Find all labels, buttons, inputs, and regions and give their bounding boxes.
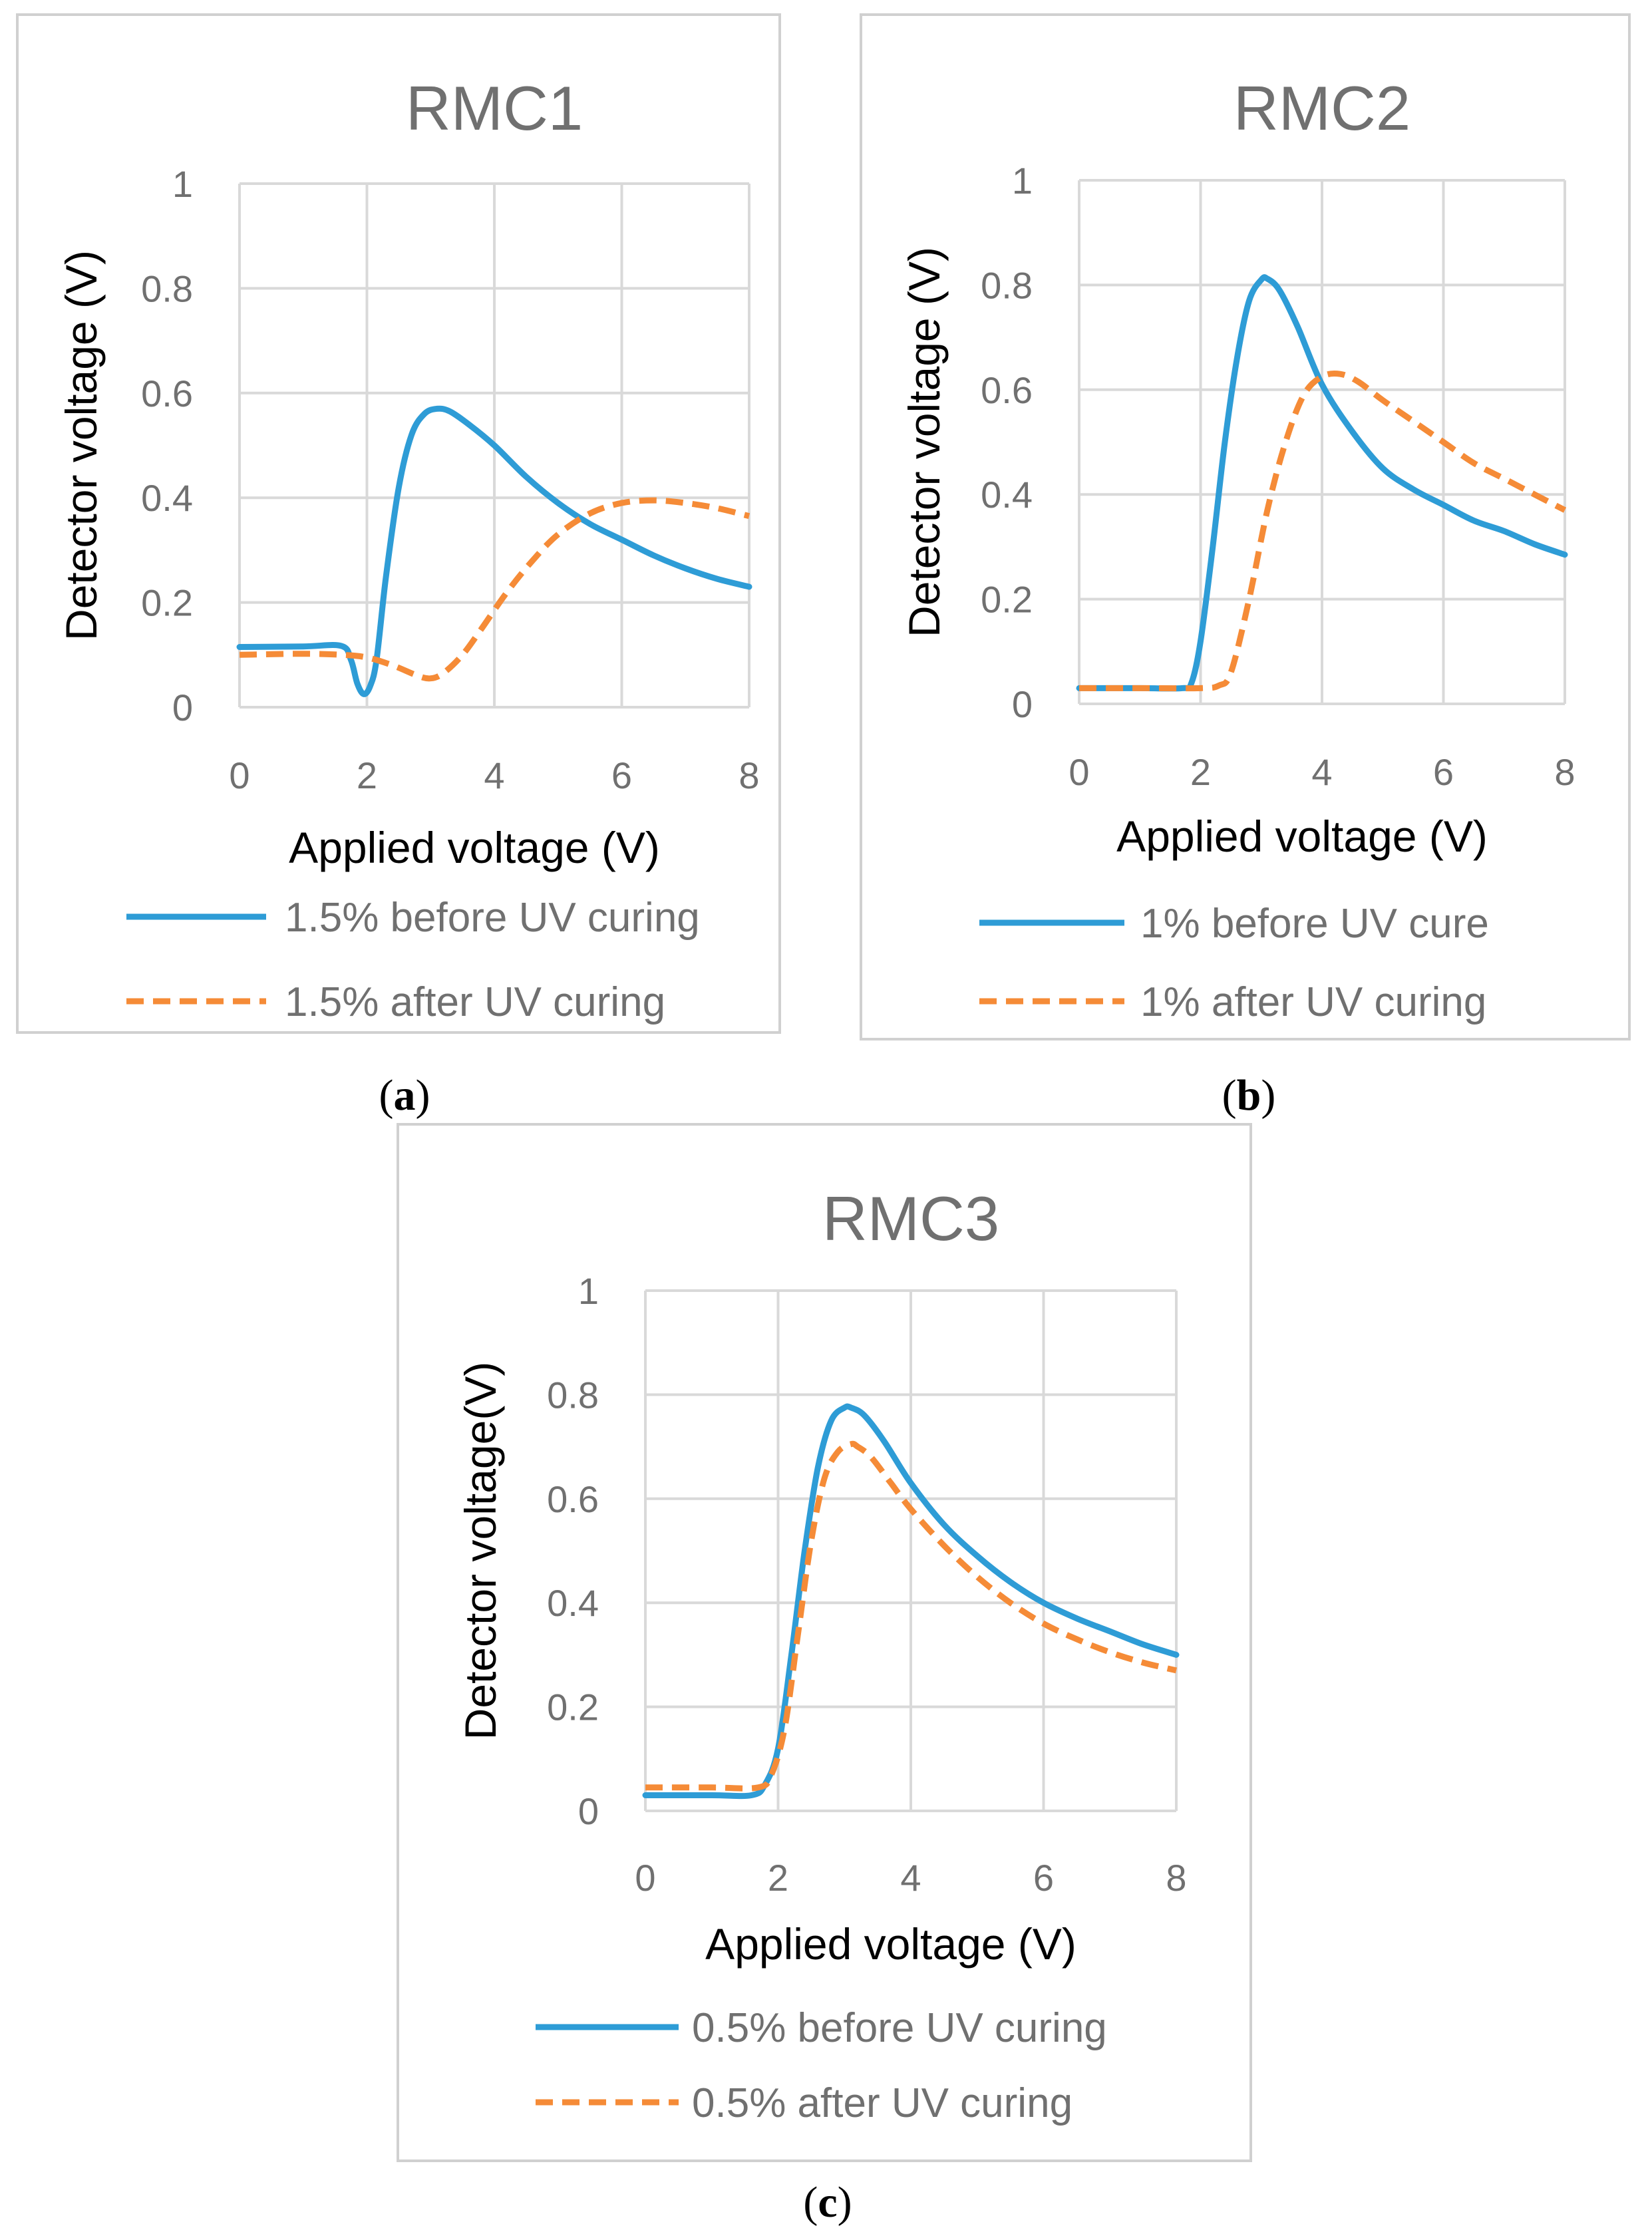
y-axis-label: Detector voltage (V)	[57, 250, 106, 641]
x-tick-label: 2	[1190, 751, 1211, 793]
legend-label: 1.5% before UV curing	[285, 895, 700, 941]
y-tick-label: 0	[172, 687, 193, 728]
x-axis-label: Applied voltage (V)	[1116, 812, 1488, 861]
y-tick-label: 0.2	[141, 582, 193, 624]
y-tick-label: 0.8	[141, 267, 193, 309]
x-tick-label: 0	[635, 1857, 655, 1899]
panel-letter: b	[1237, 1071, 1261, 1120]
panel-letter: a	[394, 1071, 416, 1120]
y-tick-label: 0.8	[547, 1374, 599, 1416]
y-tick-label: 0.6	[141, 373, 193, 414]
x-tick-label: 2	[357, 754, 377, 796]
x-tick-label: 6	[611, 754, 632, 796]
panel-label: (c)	[803, 2178, 852, 2227]
chart-c: RMC3 0 0.2 0.4 0.6 0.8 1 0 2 4 6 8 Applied voltage (…	[397, 1123, 1252, 2227]
x-tick-label: 0	[1069, 751, 1089, 793]
x-tick-label: 6	[1033, 1857, 1054, 1899]
series-line-after	[239, 497, 750, 682]
y-tick-label: 0.8	[981, 264, 1033, 306]
x-tick-label: 4	[900, 1857, 921, 1899]
x-tick-label: 4	[484, 754, 504, 796]
y-tick-label: 0.4	[981, 474, 1033, 516]
x-axis-label: Applied voltage (V)	[289, 823, 660, 872]
y-tick-label: 0.4	[141, 477, 193, 519]
y-tick-label: 0.6	[981, 369, 1033, 411]
series-line-before	[236, 405, 752, 697]
series-line-after	[1078, 370, 1567, 692]
y-tick-label: 0	[1012, 683, 1033, 725]
panel-letter: c	[818, 2178, 837, 2227]
x-tick-label: 8	[1554, 751, 1575, 793]
chart-title: RMC2	[1234, 73, 1410, 143]
y-axis-label: Detector voltage (V)	[900, 247, 949, 637]
chart-b: RMC2 0 0.2 0.4 0.6 0.8 1 0 2 4 6 8 Applied voltage (…	[860, 13, 1631, 1120]
legend-label: 1% before UV cure	[1140, 901, 1489, 947]
y-tick-label: 0.2	[547, 1686, 599, 1728]
chart-frame	[16, 13, 781, 1034]
y-tick-label: 1	[578, 1270, 599, 1312]
x-tick-label: 0	[229, 754, 249, 796]
x-tick-label: 6	[1433, 751, 1454, 793]
y-tick-label: 0	[578, 1790, 599, 1832]
chart-frame	[860, 13, 1631, 1040]
legend-label: 1% after UV curing	[1140, 979, 1486, 1025]
y-tick-label: 0.4	[547, 1582, 599, 1624]
x-tick-label: 2	[768, 1857, 788, 1899]
series-line-after	[645, 1440, 1178, 1792]
chart-frame	[397, 1123, 1252, 2162]
panel-label: (a)	[379, 1071, 430, 1120]
x-tick-label: 4	[1311, 751, 1332, 793]
legend-label: 0.5% after UV curing	[692, 2080, 1073, 2126]
y-axis-label: Detector voltage(V)	[456, 1362, 505, 1740]
chart-a: RMC1 0 0.2 0.4 0.6 0.8 1 0 2 4 6 8 Applied voltage (…	[16, 13, 781, 1120]
chart-title: RMC1	[406, 73, 583, 143]
x-axis-label: Applied voltage (V)	[705, 1919, 1076, 1969]
chart-title: RMC3	[822, 1184, 999, 1253]
x-tick-label: 8	[1166, 1857, 1186, 1899]
x-tick-label: 8	[739, 754, 759, 796]
panel-label: (b)	[1222, 1071, 1276, 1120]
series-line-before	[1076, 274, 1568, 692]
y-tick-label: 0.6	[547, 1478, 599, 1520]
y-tick-label: 1	[1012, 160, 1033, 202]
legend-label: 0.5% before UV curing	[692, 2005, 1107, 2051]
y-tick-label: 1	[172, 163, 193, 205]
y-tick-label: 0.2	[981, 579, 1033, 621]
legend-label: 1.5% after UV curing	[285, 979, 665, 1025]
